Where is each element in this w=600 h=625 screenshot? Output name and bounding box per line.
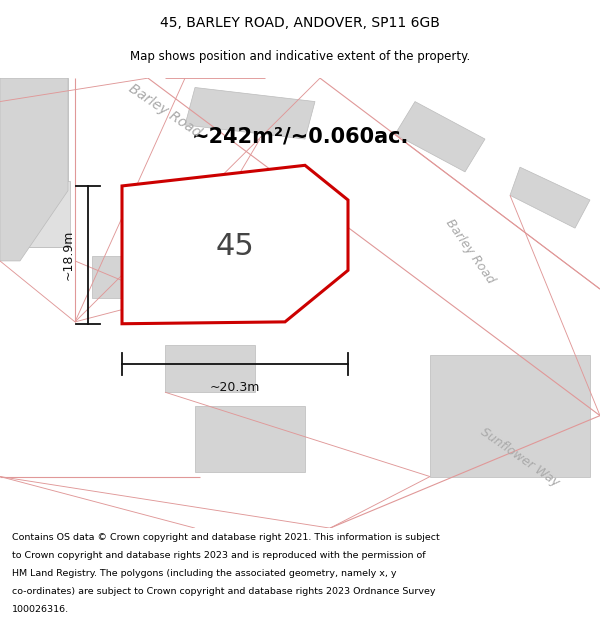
Polygon shape	[195, 406, 305, 472]
Polygon shape	[510, 167, 590, 228]
Text: 100026316.: 100026316.	[12, 604, 69, 614]
Text: Map shows position and indicative extent of the property.: Map shows position and indicative extent…	[130, 50, 470, 62]
Polygon shape	[122, 165, 348, 324]
Text: ~20.3m: ~20.3m	[210, 381, 260, 394]
Polygon shape	[330, 416, 600, 528]
Polygon shape	[0, 78, 75, 322]
Text: Sunflower Way: Sunflower Way	[478, 426, 562, 490]
Polygon shape	[0, 78, 68, 247]
Polygon shape	[0, 476, 200, 528]
Text: to Crown copyright and database rights 2023 and is reproduced with the permissio: to Crown copyright and database rights 2…	[12, 551, 425, 560]
Text: ~242m²/~0.060ac.: ~242m²/~0.060ac.	[191, 126, 409, 146]
Text: 45: 45	[215, 232, 254, 261]
Polygon shape	[148, 78, 600, 416]
Text: ~18.9m: ~18.9m	[62, 229, 74, 280]
Text: Contains OS data © Crown copyright and database right 2021. This information is : Contains OS data © Crown copyright and d…	[12, 533, 440, 542]
Text: co-ordinates) are subject to Crown copyright and database rights 2023 Ordnance S: co-ordinates) are subject to Crown copyr…	[12, 587, 436, 596]
Polygon shape	[92, 256, 165, 298]
Polygon shape	[0, 181, 70, 247]
Polygon shape	[185, 88, 315, 139]
Text: Barley Road: Barley Road	[443, 217, 497, 286]
Polygon shape	[430, 355, 590, 476]
Polygon shape	[165, 345, 255, 392]
Polygon shape	[395, 101, 485, 172]
Text: Barley Road: Barley Road	[126, 82, 204, 140]
Text: HM Land Registry. The polygons (including the associated geometry, namely x, y: HM Land Registry. The polygons (includin…	[12, 569, 397, 578]
Polygon shape	[0, 78, 68, 261]
Text: 45, BARLEY ROAD, ANDOVER, SP11 6GB: 45, BARLEY ROAD, ANDOVER, SP11 6GB	[160, 16, 440, 31]
